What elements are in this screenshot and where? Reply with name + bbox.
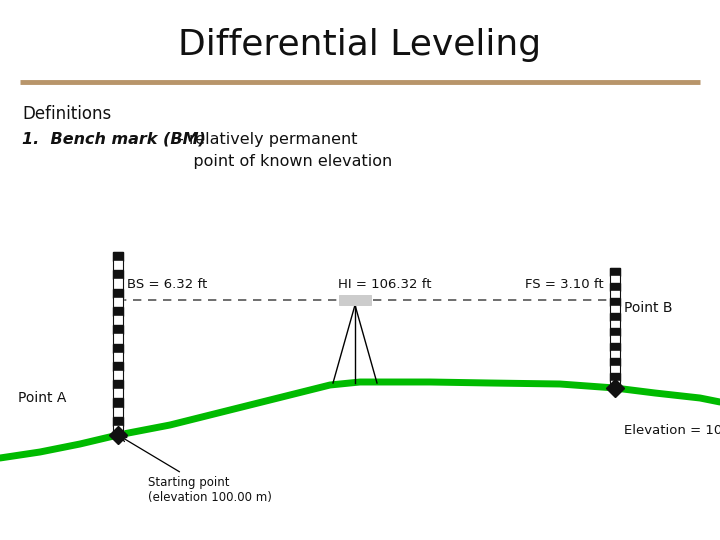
Text: Point A: Point A [18,391,66,405]
Bar [113,252,123,261]
Text: Definitions: Definitions [22,105,112,123]
Text: Differential Leveling: Differential Leveling [179,28,541,62]
Bar [610,358,620,366]
Bar [113,334,123,343]
Bar [610,328,620,335]
Bar [113,316,123,325]
Bar [113,417,123,426]
Bar [610,381,620,388]
Bar [113,325,123,334]
Bar [113,261,123,271]
Text: - relatively permanent
   point of known elevation: - relatively permanent point of known el… [178,132,392,168]
Bar [113,252,123,435]
Bar [610,306,620,313]
Bar [113,362,123,371]
Text: HI = 106.32 ft: HI = 106.32 ft [338,279,432,292]
Bar [113,271,123,280]
Text: FS = 3.10 ft: FS = 3.10 ft [525,279,603,292]
Text: BS = 6.32 ft: BS = 6.32 ft [127,279,207,292]
Bar [610,313,620,321]
Bar [113,280,123,288]
Bar [113,408,123,417]
Bar [113,371,123,380]
Bar [113,399,123,408]
Bar [113,380,123,389]
Text: Elevation = 103.22 m: Elevation = 103.22 m [624,423,720,436]
Bar [610,291,620,298]
Bar [113,389,123,399]
Bar [610,298,620,306]
Bar [113,343,123,353]
Bar [610,275,620,283]
Bar [610,343,620,350]
Text: Starting point
(elevation 100.00 m): Starting point (elevation 100.00 m) [122,437,272,504]
Bar [610,366,620,373]
Bar [113,298,123,307]
Bar [113,426,123,435]
Bar [113,288,123,298]
Bar [610,350,620,358]
Bar [610,268,620,388]
Text: Point B: Point B [624,301,672,315]
Bar [113,353,123,362]
Bar [610,373,620,381]
Bar [339,295,371,305]
Bar [113,307,123,316]
Bar [610,268,620,275]
Bar [610,283,620,291]
Bar [610,321,620,328]
Bar [610,335,620,343]
Text: 1.  Bench mark (BM): 1. Bench mark (BM) [22,132,206,147]
